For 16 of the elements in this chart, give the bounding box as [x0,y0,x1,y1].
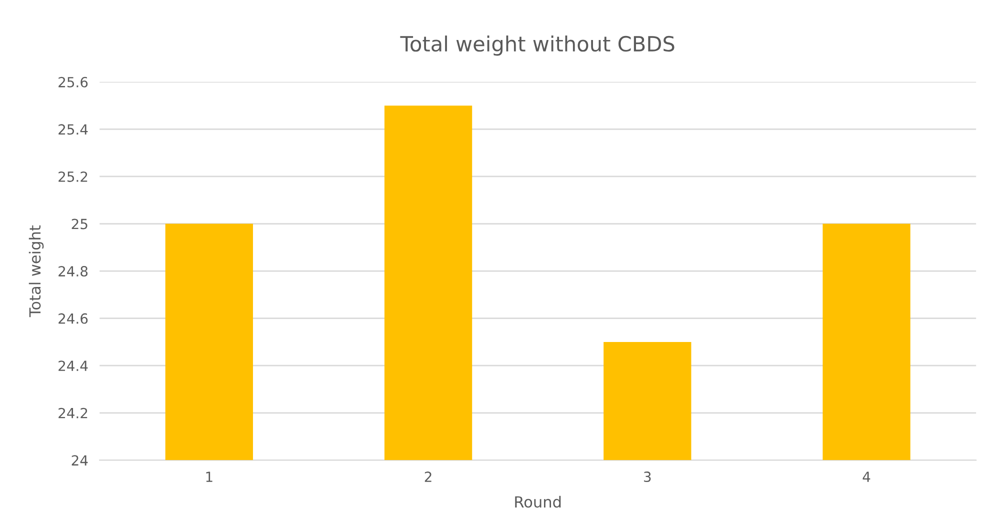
y-tick-label: 24 [72,455,88,466]
chart-title: Total weight without CBDS [400,36,674,56]
x-tick-label: 3 [644,472,651,482]
x-tick-label: 1 [206,472,212,482]
y-axis-title: Total weight [28,225,44,318]
y-tick-label: 25 [72,218,88,230]
x-tick-label: 4 [862,472,870,482]
y-tick-label: 24.6 [58,313,88,324]
x-axis-title: Round [515,496,561,508]
y-tick-label: 24.8 [58,266,88,277]
y-tick-label: 24.2 [58,408,88,418]
x-tick-label: 2 [424,472,432,482]
y-tick-label: 25.6 [58,76,88,88]
y-tick-label: 25.4 [58,124,88,135]
y-tick-label: 24.4 [58,360,88,371]
y-tick-label: 25.2 [58,171,88,182]
